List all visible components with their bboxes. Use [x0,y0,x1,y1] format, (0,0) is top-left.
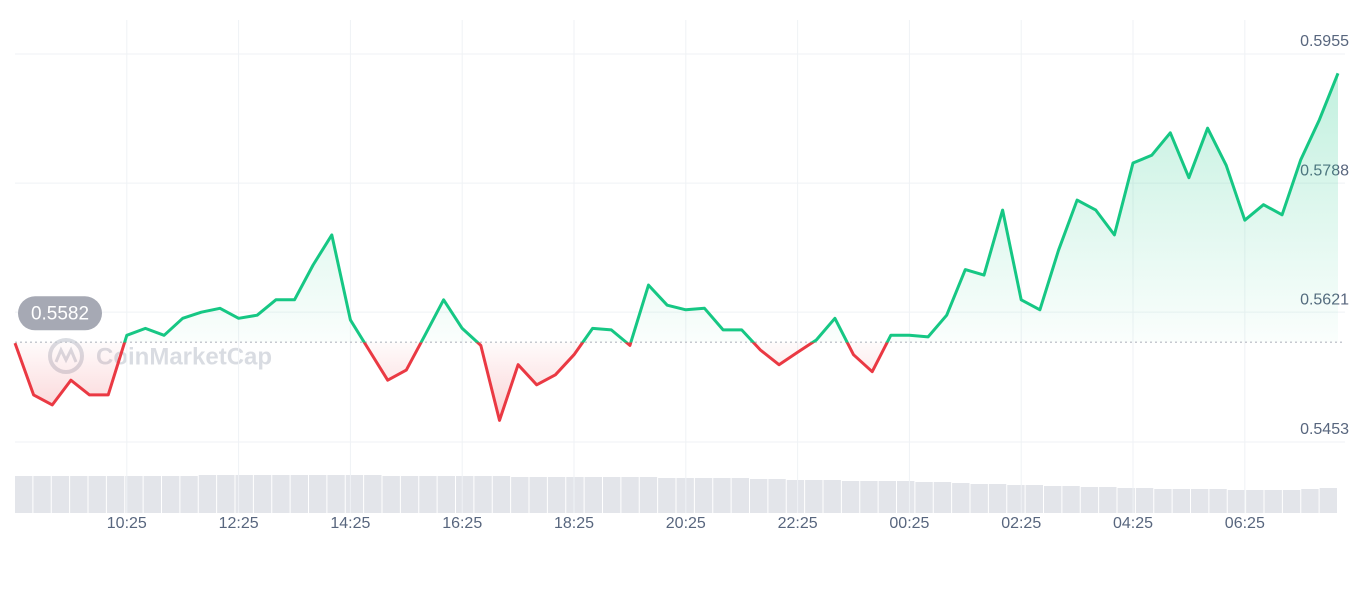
volume-bar [1172,489,1190,513]
x-tick-label: 20:25 [666,515,706,532]
volume-bar [915,482,933,513]
volume-bar [1319,488,1337,513]
volume-bar [970,484,988,513]
x-tick-label: 18:25 [554,515,594,532]
volume-bar [272,475,290,513]
area [15,73,1338,421]
volume-bar [823,480,841,513]
volume-bar [1117,488,1135,513]
volume-bar [437,476,455,513]
volume-bar [364,475,382,513]
volume-bar [658,478,676,513]
volume-bar [952,483,970,513]
volume-bar [1246,490,1264,513]
volume-bar [897,481,915,513]
y-tick-label: 0.5955 [1300,33,1349,50]
volume-bar [309,475,327,513]
volume-bar [474,476,492,513]
volume-bar [860,481,878,513]
volume-bar [400,476,419,513]
x-tick-label: 16:25 [442,515,482,532]
volume-bar [70,476,88,513]
x-tick-label: 14:25 [330,515,370,532]
volume-bar [1154,489,1172,513]
y-tick-label: 0.5453 [1300,421,1349,438]
volume-bar [1301,489,1319,513]
volume-bar [253,475,272,513]
volume-bar [235,475,253,513]
volume-bar [217,475,235,513]
watermark-text: CoinMarketCap [96,343,272,370]
x-tick-label: 06:25 [1225,515,1265,532]
volume-bar [750,479,768,513]
volume-bar [143,476,161,513]
volume-bar [933,482,952,513]
volume-bar [1135,488,1154,513]
x-tick-label: 10:25 [107,515,147,532]
volume-bar [1209,489,1227,513]
volume-bar [106,476,125,513]
volume-bar [15,476,33,513]
volume-bar [1191,489,1209,513]
volume-bar [51,476,70,513]
volume-bar [878,481,896,513]
volume-bar [988,484,1007,513]
volume-bar [1099,487,1117,513]
volume-bar [566,477,584,513]
volume-bar [731,478,749,513]
volume-bar [694,478,713,513]
volume-bar [676,478,694,513]
volume-bar [621,477,639,513]
volume-bar [1007,485,1025,513]
volume-bar [639,477,658,513]
volume-bar [162,476,180,513]
x-tick-label: 22:25 [778,515,818,532]
x-tick-label: 02:25 [1001,515,1041,532]
x-tick-label: 00:25 [889,515,929,532]
volume-bar [456,476,474,513]
volume-bar [88,476,106,513]
volume-bar [841,481,860,513]
volume-bar [33,476,51,513]
volume-bar [713,478,731,513]
volume-bar [1025,485,1043,513]
volume-bar [547,477,566,513]
volume-bar [584,477,602,513]
volume-bar [198,475,217,513]
baseline-pill [18,296,102,331]
volume-bar [786,480,805,513]
volume-bar [511,477,529,513]
volume-bar [1227,490,1246,513]
volume-bar [492,476,511,513]
volume-bar [1062,486,1080,513]
volume-bar [1080,487,1099,513]
volume-bar [1044,486,1062,513]
volume-bar [805,480,823,513]
volume-bar [327,475,345,513]
volume-bar [529,477,547,513]
volume-bar [345,475,364,513]
volume-bar [1282,490,1301,513]
price-line [13,72,1340,422]
x-tick-label: 12:25 [219,515,259,532]
volume-bar [290,475,308,513]
x-tick-label: 04:25 [1113,515,1153,532]
volume-bar [419,476,437,513]
volume-bar [603,477,621,513]
volume-bar [1264,490,1282,513]
baseline-label: 0.5582 [31,303,89,324]
volume-bar [180,476,198,513]
volume-bar [768,479,786,513]
volume-bar [125,476,143,513]
volume-bar [382,476,400,513]
